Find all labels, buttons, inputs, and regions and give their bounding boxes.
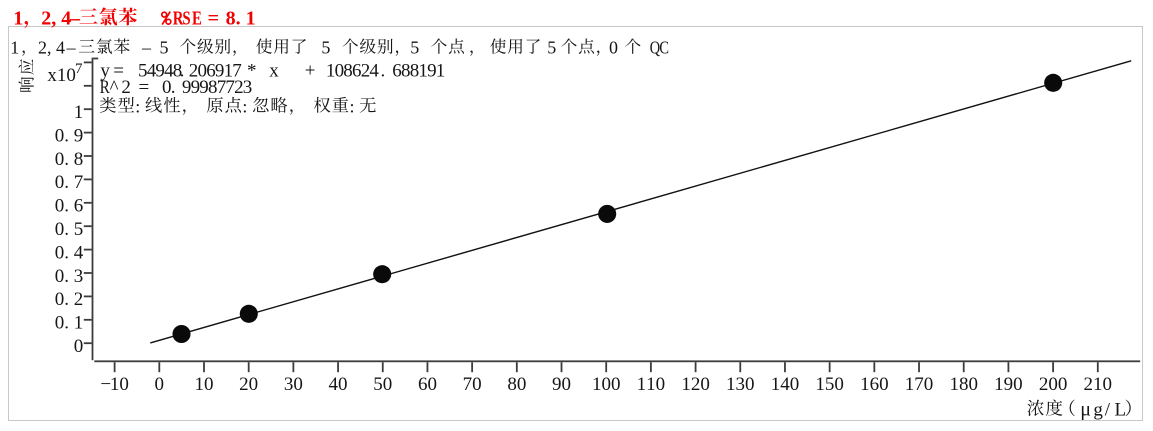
svg-text:0.5: 0.5 xyxy=(55,219,84,240)
svg-text:206917: 206917 xyxy=(189,61,242,82)
svg-text:210: 210 xyxy=(1084,374,1113,395)
svg-text:10: 10 xyxy=(194,374,213,395)
svg-text:0.: 0. xyxy=(162,77,175,98)
svg-text:x: x xyxy=(269,61,279,82)
svg-text:+: + xyxy=(305,61,316,82)
svg-text:99987723: 99987723 xyxy=(182,77,252,98)
svg-text:.: . xyxy=(381,61,386,82)
svg-text:–: – xyxy=(69,8,81,30)
svg-text:−10: −10 xyxy=(100,374,129,395)
svg-text:0.8: 0.8 xyxy=(55,149,84,170)
svg-text:8.1: 8.1 xyxy=(226,8,256,30)
svg-text:y: y xyxy=(100,61,110,82)
svg-text::: : xyxy=(242,96,247,116)
svg-text:108624: 108624 xyxy=(326,61,380,82)
svg-text:50: 50 xyxy=(373,374,392,395)
svg-text:0.9: 0.9 xyxy=(55,125,84,146)
svg-text:90: 90 xyxy=(552,374,571,395)
svg-text:–: – xyxy=(141,37,152,57)
svg-text:200: 200 xyxy=(1039,374,1068,395)
svg-text:0: 0 xyxy=(155,374,165,395)
svg-text:30: 30 xyxy=(284,374,303,395)
svg-text:688191: 688191 xyxy=(392,61,445,82)
svg-text:g: g xyxy=(1093,400,1103,421)
svg-text:=: = xyxy=(208,8,219,30)
svg-text:190: 190 xyxy=(994,374,1023,395)
svg-text:RSE: RSE xyxy=(173,7,202,30)
svg-text:2: 2 xyxy=(121,77,130,98)
svg-text:1: 1 xyxy=(13,8,23,30)
svg-text:140: 140 xyxy=(771,374,800,395)
svg-text:40: 40 xyxy=(329,374,348,395)
svg-text:1: 1 xyxy=(10,37,19,57)
svg-text:*: * xyxy=(247,61,257,82)
svg-text:0: 0 xyxy=(74,336,84,357)
svg-text:0.7: 0.7 xyxy=(55,172,84,193)
svg-text:5: 5 xyxy=(410,37,419,57)
svg-text:5: 5 xyxy=(547,37,556,57)
svg-text:=: = xyxy=(113,61,124,82)
svg-text:2,4: 2,4 xyxy=(41,8,71,30)
svg-text:7: 7 xyxy=(75,61,83,77)
svg-text:/: / xyxy=(1105,400,1111,421)
svg-text:20: 20 xyxy=(239,374,258,395)
svg-text:5: 5 xyxy=(160,37,169,57)
svg-text:70: 70 xyxy=(463,374,482,395)
svg-text:0: 0 xyxy=(609,37,618,57)
svg-text:150: 150 xyxy=(815,374,844,395)
svg-text:160: 160 xyxy=(860,374,889,395)
svg-text:0.2: 0.2 xyxy=(55,289,84,310)
svg-text:–: – xyxy=(66,37,77,57)
svg-text:180: 180 xyxy=(949,374,978,395)
svg-text:120: 120 xyxy=(681,374,710,395)
svg-text:1: 1 xyxy=(74,102,84,123)
svg-text:60: 60 xyxy=(418,374,437,395)
svg-text:170: 170 xyxy=(905,374,934,395)
svg-text:0.3: 0.3 xyxy=(55,266,84,287)
svg-text:54948: 54948 xyxy=(138,61,182,82)
svg-text:0.1: 0.1 xyxy=(55,313,84,334)
svg-text:80: 80 xyxy=(507,374,526,395)
svg-text:μ: μ xyxy=(1080,399,1091,421)
svg-text::: : xyxy=(135,96,140,116)
svg-text:130: 130 xyxy=(726,374,755,395)
svg-text:0.6: 0.6 xyxy=(55,196,84,217)
svg-text:5: 5 xyxy=(321,37,330,57)
svg-text:L: L xyxy=(1115,400,1127,421)
svg-text:R: R xyxy=(100,76,111,97)
svg-text:.: . xyxy=(180,61,185,82)
svg-text:x10: x10 xyxy=(47,65,76,86)
svg-text:QC: QC xyxy=(650,37,669,58)
svg-text:110: 110 xyxy=(637,374,666,395)
svg-text:=: = xyxy=(139,77,150,98)
svg-text::: : xyxy=(350,96,355,116)
svg-text:^: ^ xyxy=(110,77,119,98)
svg-text:100: 100 xyxy=(592,374,621,395)
